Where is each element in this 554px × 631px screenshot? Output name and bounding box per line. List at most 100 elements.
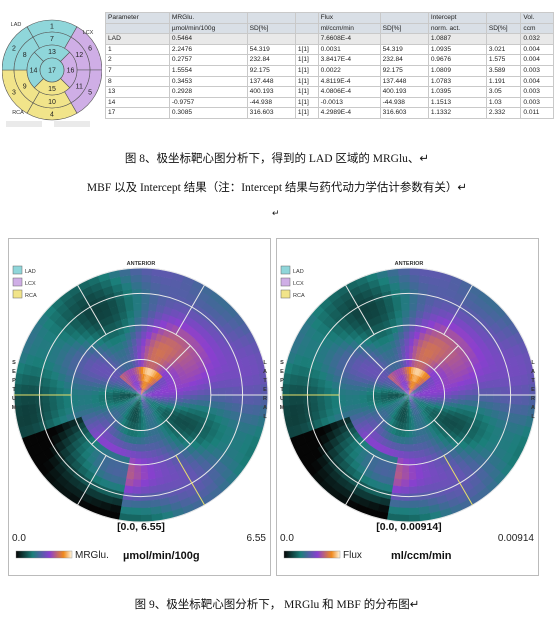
- polar-cell: [48, 309, 62, 323]
- polar-cell: [65, 464, 78, 477]
- polar-cell: [140, 444, 146, 452]
- polar-cell: [477, 308, 490, 321]
- table-cell: 316.603: [379, 107, 429, 119]
- polar-cell: [250, 363, 260, 376]
- paragraph-mark: ↵: [272, 208, 280, 218]
- polar-cell: [381, 359, 389, 368]
- polar-cell: [448, 431, 458, 441]
- polar-cell: [394, 393, 402, 395]
- polar-cell: [247, 353, 258, 367]
- polar-cell: [333, 313, 346, 326]
- polar-cell: [379, 371, 388, 379]
- polar-cell: [220, 345, 232, 357]
- polar-cell: [425, 416, 432, 425]
- polar-cell: [399, 422, 405, 431]
- polar-cell: [125, 378, 132, 386]
- polar-cell: [370, 285, 383, 296]
- polar-cell: [390, 371, 397, 379]
- polar-cell: [127, 397, 135, 403]
- polar-cell: [108, 321, 118, 332]
- polar-cell: [366, 394, 374, 399]
- polar-cell: [144, 374, 149, 382]
- polar-cell: [478, 458, 491, 471]
- polar-cell: [118, 365, 125, 374]
- polar-cell: [141, 392, 149, 395]
- polar-cell: [115, 380, 123, 387]
- polar-cell: [112, 343, 121, 353]
- polar-cell: [351, 362, 361, 372]
- polar-cell: [362, 373, 371, 381]
- polar-cell: [162, 395, 170, 398]
- polar-cell: [133, 401, 139, 409]
- polar-cell: [321, 462, 335, 476]
- polar-cell: [88, 427, 98, 437]
- polar-cell: [98, 391, 106, 395]
- polar-cell: [422, 391, 431, 394]
- polar-cell: [414, 386, 422, 392]
- polar-cell: [141, 388, 145, 395]
- polar-cell: [172, 407, 182, 414]
- polar-cell: [398, 274, 410, 283]
- polar-cell: [145, 338, 152, 347]
- polar-cell: [422, 387, 430, 392]
- polar-cell: [215, 463, 228, 476]
- polar-cell: [340, 290, 354, 303]
- polar-cell: [389, 441, 397, 450]
- polar-cell: [401, 374, 406, 382]
- polar-cell: [133, 395, 141, 398]
- polar-cell: [160, 413, 169, 421]
- table-cell: [294, 12, 319, 24]
- polar-cell: [428, 467, 439, 478]
- septum-label: SEPTUM: [279, 360, 285, 414]
- polar-cell: [430, 392, 438, 396]
- segment-boundary: [175, 455, 205, 506]
- polar-cell: [120, 387, 128, 392]
- polar-cell: [411, 408, 415, 417]
- polar-cell: [449, 362, 459, 371]
- polar-cell: [197, 470, 210, 483]
- polar-cell: [148, 393, 156, 396]
- polar-cell: [111, 371, 120, 379]
- polar-cell: [182, 398, 191, 404]
- polar-cell: [102, 359, 112, 368]
- polar-cell: [293, 445, 306, 459]
- polar-cell: [404, 388, 409, 395]
- polar-cell: [122, 401, 130, 408]
- polar-cell: [345, 313, 357, 325]
- polar-cell: [396, 398, 404, 404]
- polar-cell: [180, 431, 190, 441]
- polar-cell: [409, 395, 417, 397]
- polar-cell: [432, 337, 442, 347]
- polar-cell: [383, 367, 391, 376]
- polar-cell: [137, 430, 141, 438]
- polar-cell: [421, 400, 429, 406]
- polar-cell: [131, 383, 137, 390]
- polar-cell: [172, 351, 182, 361]
- polar-cell: [141, 324, 148, 332]
- polar-cell: [215, 373, 225, 382]
- polar-cell: [504, 367, 514, 379]
- polar-cell: [376, 406, 385, 413]
- polar-cell: [161, 429, 170, 439]
- polar-cell: [340, 307, 353, 320]
- polar-cell: [403, 395, 409, 401]
- polar-cell: [123, 296, 134, 305]
- unit-label: µmol/min/100g: [123, 550, 200, 562]
- polar-cell: [128, 346, 134, 355]
- polar-cell: [180, 349, 191, 359]
- polar-cell: [373, 394, 381, 399]
- polar-cell: [213, 474, 227, 488]
- polar-cell: [481, 415, 492, 425]
- polar-cell: [506, 403, 515, 414]
- polar-cell: [149, 289, 160, 298]
- polar-cell: [27, 394, 36, 405]
- polar-cell: [403, 389, 409, 395]
- polar-cell: [141, 395, 145, 402]
- polar-cell: [100, 419, 109, 427]
- polar-cell: [84, 394, 92, 400]
- polar-cell: [136, 437, 141, 445]
- polar-cell: [418, 404, 426, 411]
- polar-cell: [146, 385, 153, 391]
- polar-cell: [161, 360, 169, 369]
- polar-cell: [299, 442, 312, 456]
